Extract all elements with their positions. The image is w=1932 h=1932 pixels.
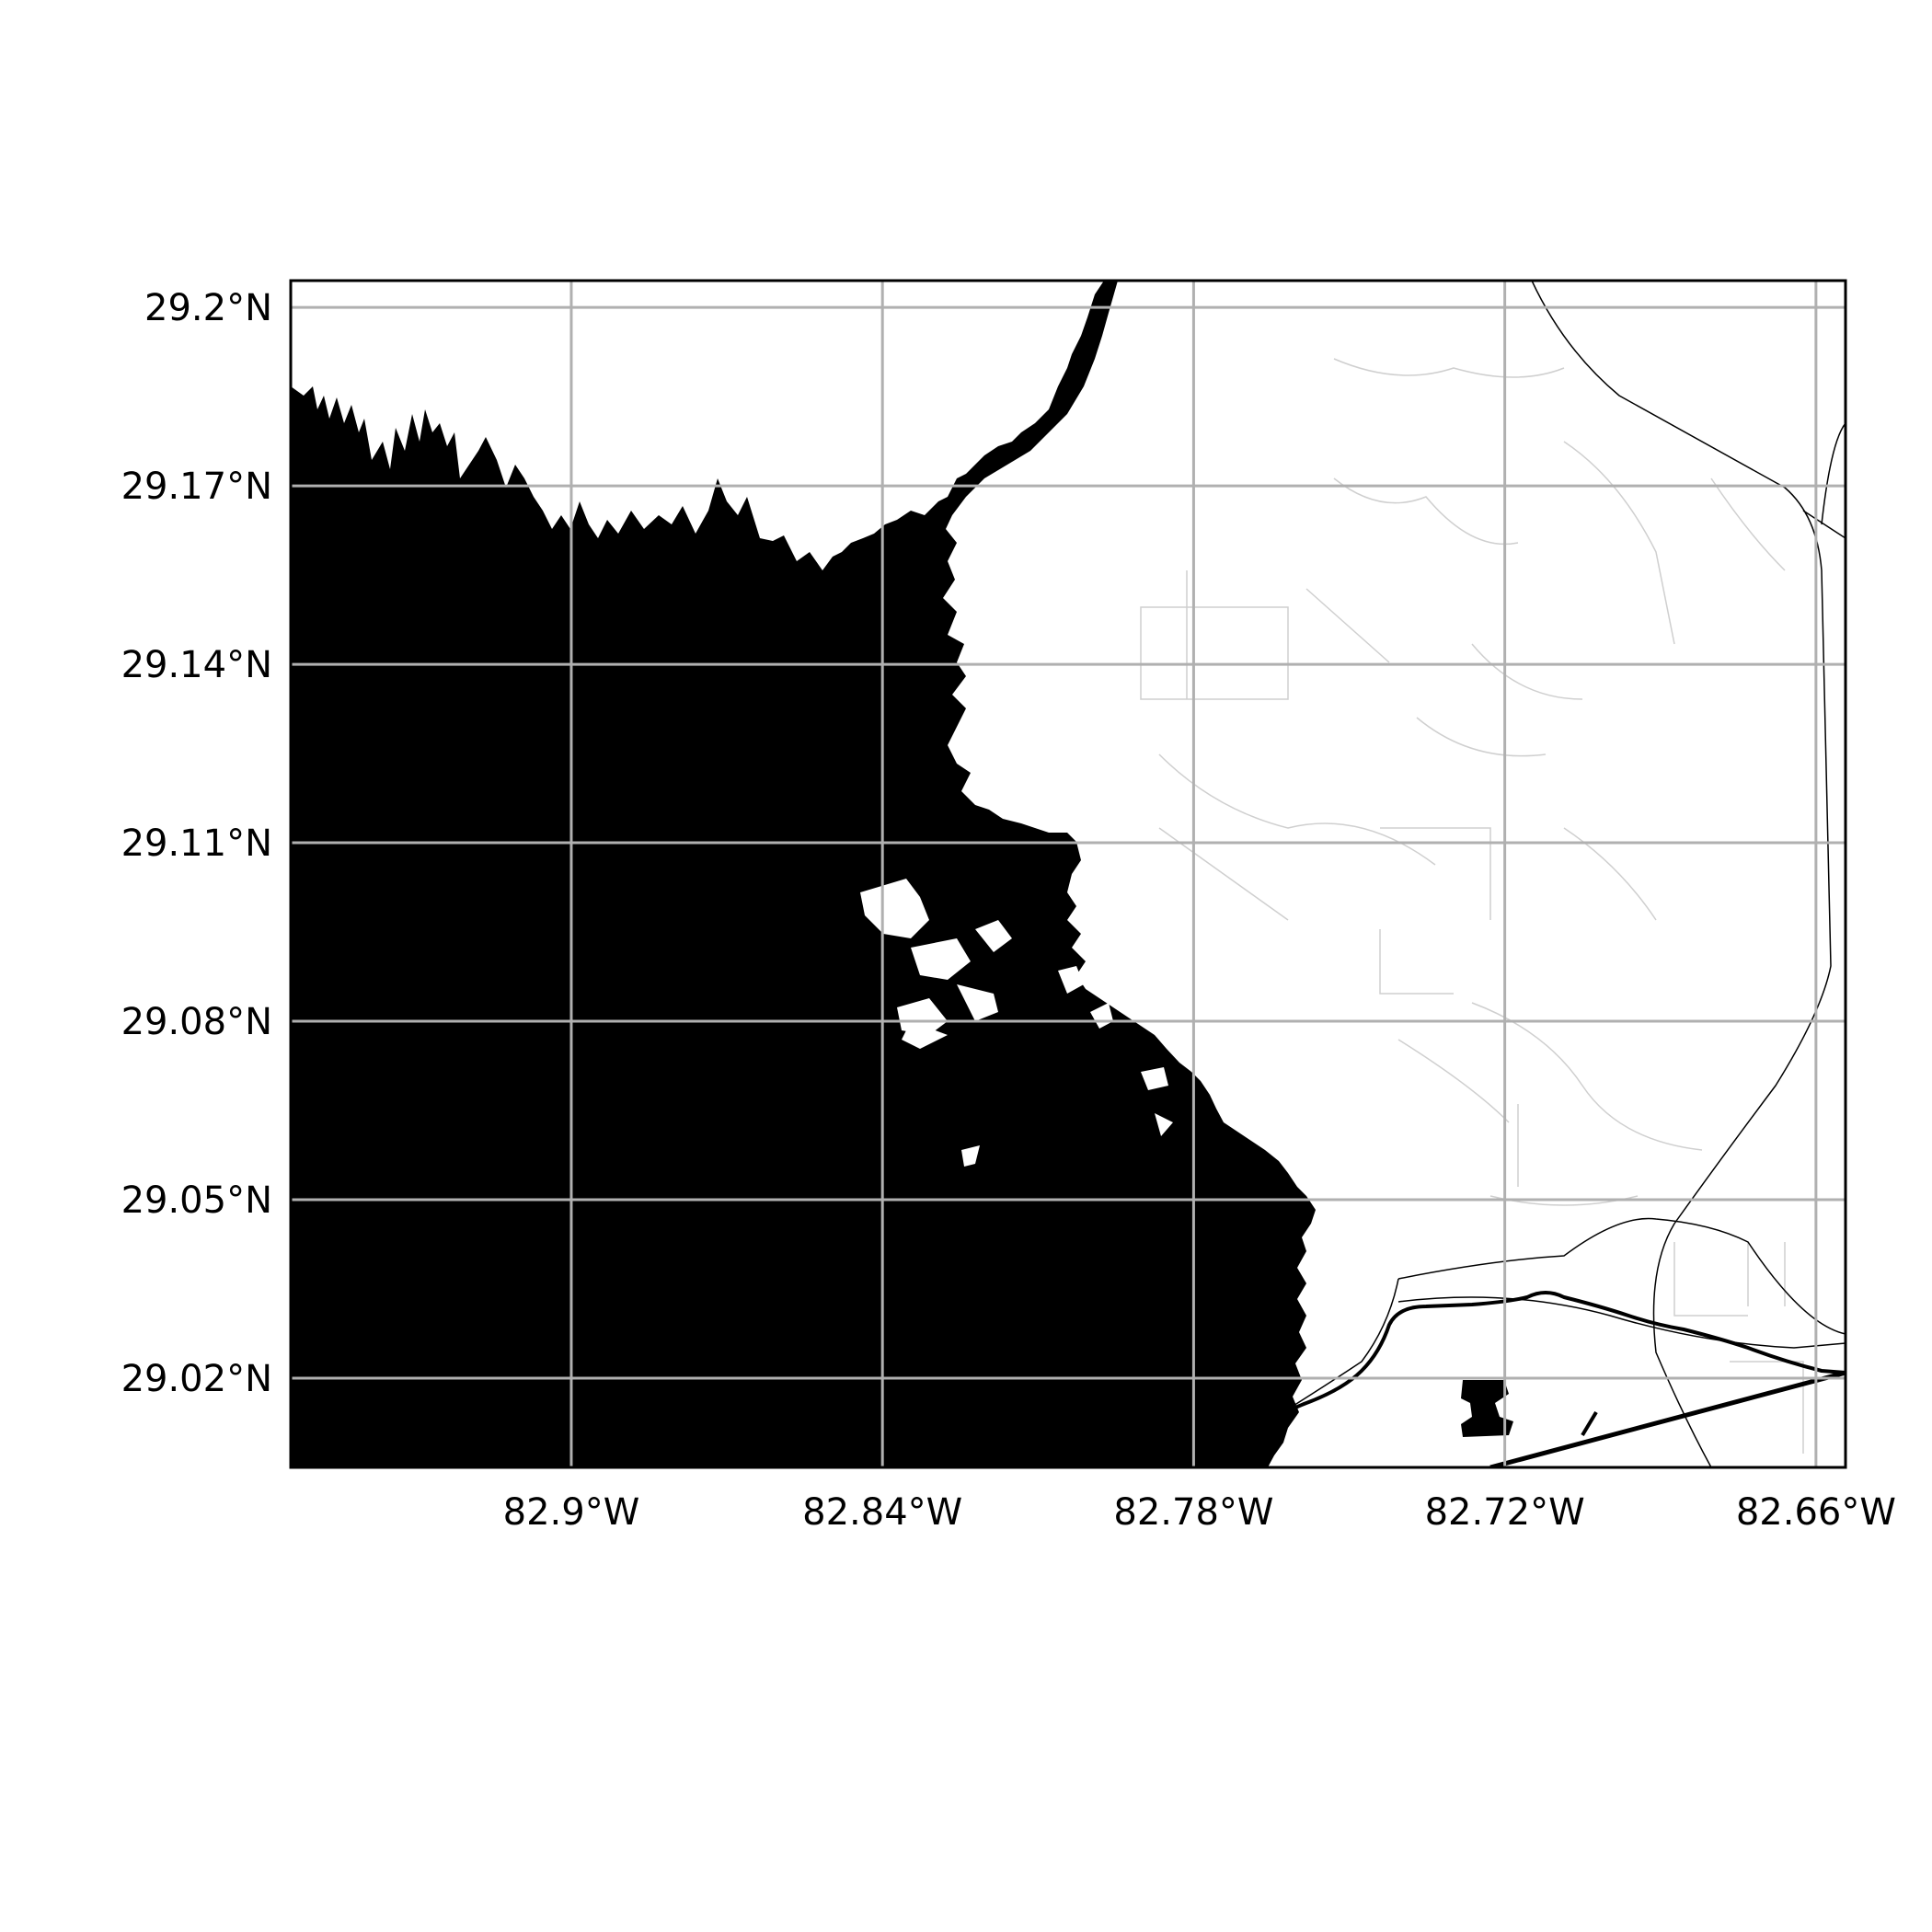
y-tick-label: 29.17°N xyxy=(121,466,272,508)
x-tick-label: 82.66°W xyxy=(1736,1491,1896,1534)
y-tick-label: 29.02°N xyxy=(121,1358,272,1400)
map-frame xyxy=(289,279,1847,1469)
lake xyxy=(1461,1380,1513,1437)
x-tick-labels: 82.9°W 82.84°W 82.78°W 82.72°W 82.66°W xyxy=(503,1491,1896,1534)
y-tick-label: 29.08°N xyxy=(121,1001,272,1043)
minor-roads xyxy=(1140,358,1804,1454)
x-tick-label: 82.78°W xyxy=(1113,1491,1273,1534)
x-tick-label: 82.72°W xyxy=(1425,1491,1585,1534)
y-tick-label: 29.05°N xyxy=(121,1179,272,1222)
y-tick-label: 29.11°N xyxy=(121,822,272,865)
x-tick-label: 82.9°W xyxy=(503,1491,640,1534)
river xyxy=(1222,1291,1846,1455)
major-roads xyxy=(1223,281,1846,1467)
x-tick-label: 82.84°W xyxy=(802,1491,962,1534)
y-tick-labels: 29.2°N 29.17°N 29.14°N 29.11°N 29.08°N 29.05°… xyxy=(121,287,272,1400)
map-area[interactable] xyxy=(291,281,1846,1467)
y-tick-label: 29.2°N xyxy=(144,287,272,329)
y-tick-label: 29.14°N xyxy=(121,644,272,686)
gridlines xyxy=(291,281,1846,1467)
gulf-water xyxy=(291,281,1316,1467)
